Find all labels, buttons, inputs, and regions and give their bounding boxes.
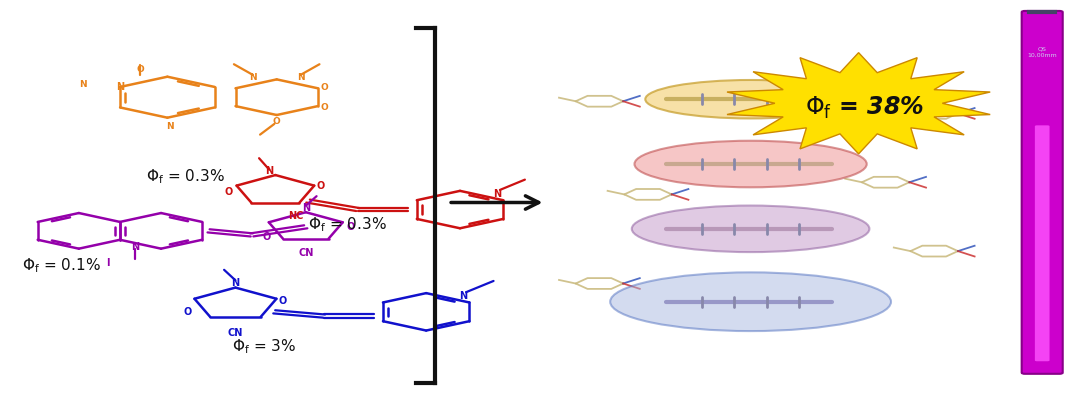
Text: O: O (225, 187, 232, 197)
Text: $\Phi_\mathrm{f}$ = 3%: $\Phi_\mathrm{f}$ = 3% (232, 337, 297, 356)
Text: N: N (231, 278, 240, 288)
Text: NC: NC (288, 211, 303, 222)
Text: N: N (166, 122, 174, 131)
Text: N: N (459, 291, 468, 301)
Text: $\Phi_\mathrm{f}$ = 0.3%: $\Phi_\mathrm{f}$ = 0.3% (146, 167, 225, 185)
Ellipse shape (632, 206, 869, 252)
FancyBboxPatch shape (1035, 126, 1050, 361)
Text: N: N (297, 73, 305, 82)
Ellipse shape (610, 273, 891, 331)
Text: O: O (321, 83, 328, 92)
Text: $\Phi_\mathrm{f}$ = 0.3%: $\Phi_\mathrm{f}$ = 0.3% (308, 215, 387, 234)
Text: O: O (184, 307, 192, 317)
Text: O: O (136, 65, 144, 74)
Ellipse shape (646, 80, 855, 119)
FancyBboxPatch shape (1022, 11, 1063, 374)
Text: N: N (116, 82, 124, 92)
Text: QS
10,00mm: QS 10,00mm (1027, 47, 1057, 58)
Text: O: O (273, 117, 281, 126)
Text: O: O (279, 296, 287, 305)
Text: $\mathit{\Phi}_\mathrm{f}$ = 38%: $\mathit{\Phi}_\mathrm{f}$ = 38% (805, 95, 923, 121)
Text: O: O (347, 222, 354, 232)
Ellipse shape (634, 141, 866, 187)
Polygon shape (727, 53, 990, 154)
Text: O: O (316, 181, 324, 191)
Text: N: N (266, 166, 273, 176)
Text: O: O (262, 232, 271, 242)
Text: N: N (494, 189, 501, 199)
Text: I: I (106, 258, 110, 268)
Text: O: O (321, 102, 328, 111)
Text: N: N (301, 203, 310, 213)
Text: CN: CN (298, 248, 313, 258)
Text: N: N (79, 81, 86, 90)
Text: CN: CN (228, 328, 243, 338)
Text: N: N (131, 242, 139, 252)
Text: N: N (249, 73, 257, 82)
Text: $\Phi_\mathrm{f}$ = 0.1%: $\Phi_\mathrm{f}$ = 0.1% (22, 256, 100, 275)
